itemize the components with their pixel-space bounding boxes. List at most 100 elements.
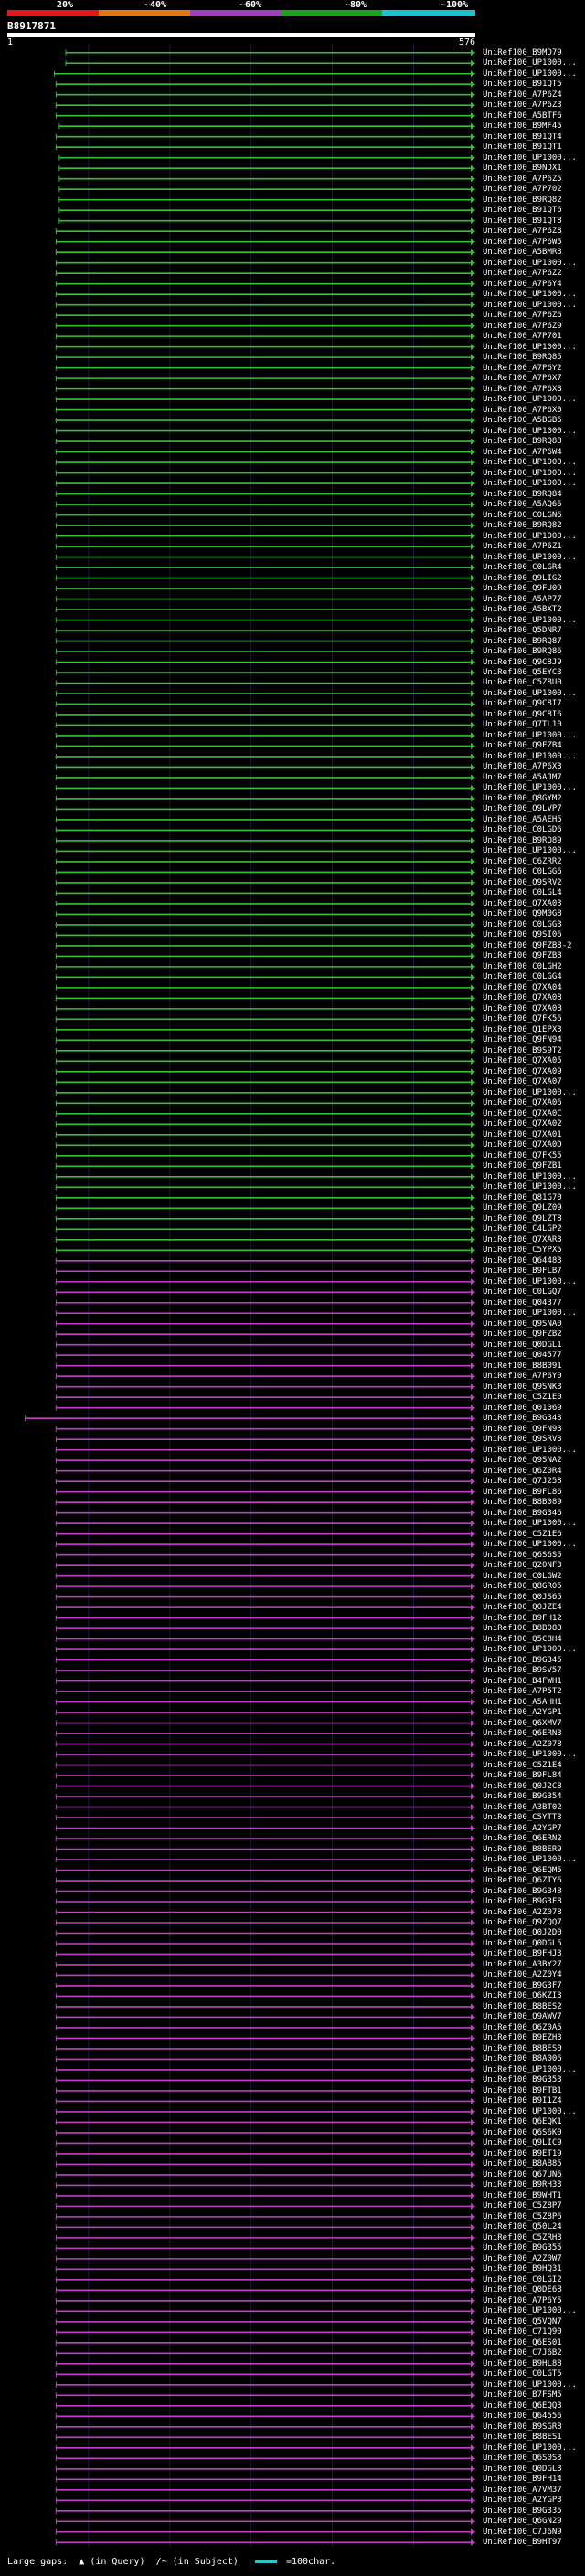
- hit-label-236[interactable]: UniRef100_C7J6N9: [483, 2527, 562, 2537]
- hit-label-140[interactable]: UniRef100_UP1000...: [483, 1519, 577, 1529]
- hit-label-7[interactable]: UniRef100_B9MF45: [483, 122, 562, 132]
- hit-label-153[interactable]: UniRef100_B9G345: [483, 1655, 562, 1665]
- hit-label-76[interactable]: UniRef100_UP1000...: [483, 846, 577, 856]
- hit-label-41[interactable]: UniRef100_UP1000...: [483, 479, 577, 489]
- hit-label-113[interactable]: UniRef100_Q7XAR3: [483, 1235, 562, 1245]
- hit-label-119[interactable]: UniRef100_Q04377: [483, 1298, 562, 1308]
- hit-label-103[interactable]: UniRef100_Q7XA01: [483, 1129, 562, 1140]
- hit-label-102[interactable]: UniRef100_Q7XA02: [483, 1119, 562, 1129]
- hit-label-228[interactable]: UniRef100_UP1000...: [483, 2443, 577, 2453]
- hit-label-175[interactable]: UniRef100_B9G348: [483, 1886, 562, 1896]
- hit-label-223[interactable]: UniRef100_B7FSM5: [483, 2390, 562, 2401]
- hit-label-186[interactable]: UniRef100_B8BES2: [483, 2001, 562, 2011]
- hit-label-147[interactable]: UniRef100_Q0JS65: [483, 1592, 562, 1602]
- hit-label-19[interactable]: UniRef100_A5BMR8: [483, 248, 562, 258]
- hit-label-9[interactable]: UniRef100_B91QT1: [483, 143, 562, 153]
- hit-label-154[interactable]: UniRef100_B9SV57: [483, 1666, 562, 1676]
- hit-label-93[interactable]: UniRef100_Q1EPX3: [483, 1024, 562, 1034]
- hit-label-97[interactable]: UniRef100_Q7XA09: [483, 1066, 562, 1076]
- hit-label-66[interactable]: UniRef100_Q9FZB4: [483, 741, 562, 751]
- hit-label-149[interactable]: UniRef100_B9FH12: [483, 1613, 562, 1623]
- hit-label-4[interactable]: UniRef100_A7P6Z4: [483, 90, 562, 100]
- hit-label-189[interactable]: UniRef100_B9EZH3: [483, 2033, 562, 2043]
- hit-label-10[interactable]: UniRef100_UP1000...: [483, 153, 577, 163]
- hit-label-11[interactable]: UniRef100_B9NDX1: [483, 164, 562, 174]
- hit-label-235[interactable]: UniRef100_Q6GN29: [483, 2517, 562, 2527]
- hit-label-204[interactable]: UniRef100_B9WHT1: [483, 2190, 562, 2200]
- hit-label-85[interactable]: UniRef100_Q9FZB8-2: [483, 940, 572, 950]
- hit-label-55[interactable]: UniRef100_Q5DNR7: [483, 626, 562, 636]
- hit-label-82[interactable]: UniRef100_Q9M0G8: [483, 909, 562, 919]
- hit-label-209[interactable]: UniRef100_B9G355: [483, 2243, 562, 2253]
- hit-label-84[interactable]: UniRef100_Q9SI06: [483, 930, 562, 940]
- hit-label-112[interactable]: UniRef100_C4LGP2: [483, 1224, 562, 1235]
- hit-label-106[interactable]: UniRef100_Q9FZB1: [483, 1161, 562, 1171]
- hit-label-118[interactable]: UniRef100_C0LGQ7: [483, 1288, 562, 1298]
- hit-label-152[interactable]: UniRef100_UP1000...: [483, 1645, 577, 1655]
- hit-label-70[interactable]: UniRef100_UP1000...: [483, 783, 577, 793]
- hit-label-79[interactable]: UniRef100_Q9SRV2: [483, 877, 562, 887]
- hit-label-33[interactable]: UniRef100_UP1000...: [483, 395, 577, 405]
- hit-label-68[interactable]: UniRef100_A7P6X3: [483, 762, 562, 772]
- hit-label-208[interactable]: UniRef100_C5ZRH3: [483, 2232, 562, 2242]
- hit-label-136[interactable]: UniRef100_Q7J258: [483, 1477, 562, 1487]
- hit-label-179[interactable]: UniRef100_Q0J2D0: [483, 1928, 562, 1938]
- hit-label-2[interactable]: UniRef100_UP1000...: [483, 69, 577, 79]
- hit-label-159[interactable]: UniRef100_Q6XMV7: [483, 1718, 562, 1728]
- hit-label-139[interactable]: UniRef100_B9G346: [483, 1508, 562, 1518]
- hit-label-56[interactable]: UniRef100_B9RQ87: [483, 636, 562, 646]
- hit-label-75[interactable]: UniRef100_B9RQ89: [483, 835, 562, 845]
- hit-label-205[interactable]: UniRef100_C5Z8P7: [483, 2201, 562, 2211]
- hit-label-193[interactable]: UniRef100_B9G353: [483, 2075, 562, 2085]
- hit-label-108[interactable]: UniRef100_UP1000...: [483, 1182, 577, 1193]
- hit-label-52[interactable]: UniRef100_A5AP77: [483, 594, 562, 604]
- hit-label-181[interactable]: UniRef100_B9FHJ3: [483, 1949, 562, 1959]
- hit-label-100[interactable]: UniRef100_Q7XA06: [483, 1098, 562, 1108]
- hit-label-176[interactable]: UniRef100_B9G3F8: [483, 1897, 562, 1906]
- hit-label-151[interactable]: UniRef100_Q5C8H4: [483, 1634, 562, 1644]
- hit-label-43[interactable]: UniRef100_A5AQ66: [483, 500, 562, 510]
- hit-label-72[interactable]: UniRef100_Q9LVP7: [483, 804, 562, 814]
- hit-label-53[interactable]: UniRef100_A5BXT2: [483, 605, 562, 615]
- hit-label-148[interactable]: UniRef100_Q0JZE4: [483, 1603, 562, 1613]
- hit-label-44[interactable]: UniRef100_C0LGN6: [483, 510, 562, 520]
- hit-label-16[interactable]: UniRef100_B91QT8: [483, 216, 562, 226]
- hit-label-125[interactable]: UniRef100_B8B091: [483, 1361, 562, 1371]
- hit-label-67[interactable]: UniRef100_UP1000...: [483, 751, 577, 761]
- hit-label-80[interactable]: UniRef100_C0LGL4: [483, 888, 562, 898]
- hit-label-170[interactable]: UniRef100_Q6ERN2: [483, 1834, 562, 1844]
- hit-label-92[interactable]: UniRef100_Q7FK56: [483, 1014, 562, 1024]
- hit-label-165[interactable]: UniRef100_Q0J2C8: [483, 1781, 562, 1791]
- hit-label-111[interactable]: UniRef100_Q9LZT8: [483, 1214, 562, 1224]
- hit-label-198[interactable]: UniRef100_Q6S6K0: [483, 2127, 562, 2137]
- hit-label-18[interactable]: UniRef100_A7P6W5: [483, 237, 562, 247]
- hit-label-81[interactable]: UniRef100_Q7XA03: [483, 898, 562, 908]
- hit-label-86[interactable]: UniRef100_Q9FZB8: [483, 951, 562, 961]
- hit-label-194[interactable]: UniRef100_B9FTB1: [483, 2085, 562, 2095]
- hit-label-31[interactable]: UniRef100_A7P6X7: [483, 374, 562, 384]
- hit-label-29[interactable]: UniRef100_B9RQ85: [483, 353, 562, 363]
- hit-label-104[interactable]: UniRef100_Q7XA0D: [483, 1140, 562, 1150]
- hit-label-115[interactable]: UniRef100_Q64483: [483, 1256, 562, 1266]
- hit-label-160[interactable]: UniRef100_Q6ERN3: [483, 1729, 562, 1739]
- hit-label-225[interactable]: UniRef100_Q64556: [483, 2412, 562, 2422]
- hit-label-164[interactable]: UniRef100_B9FL84: [483, 1771, 562, 1781]
- hit-label-191[interactable]: UniRef100_B8A006: [483, 2054, 562, 2064]
- hit-label-127[interactable]: UniRef100_Q9SNK3: [483, 1382, 562, 1392]
- hit-label-177[interactable]: UniRef100_A2Z078: [483, 1907, 562, 1917]
- hit-label-114[interactable]: UniRef100_C5YPX5: [483, 1246, 562, 1256]
- hit-label-207[interactable]: UniRef100_Q50L24: [483, 2222, 562, 2232]
- hit-label-216[interactable]: UniRef100_Q5VQN7: [483, 2316, 562, 2327]
- hit-label-74[interactable]: UniRef100_C0LGD6: [483, 825, 562, 835]
- hit-label-35[interactable]: UniRef100_A5BGB6: [483, 416, 562, 426]
- hit-label-58[interactable]: UniRef100_Q9C8J9: [483, 657, 562, 667]
- hit-label-187[interactable]: UniRef100_Q9AWV7: [483, 2012, 562, 2022]
- hit-label-39[interactable]: UniRef100_UP1000...: [483, 458, 577, 468]
- hit-label-37[interactable]: UniRef100_B9RQ88: [483, 437, 562, 447]
- hit-label-69[interactable]: UniRef100_A5AJM7: [483, 772, 562, 782]
- hit-label-199[interactable]: UniRef100_Q9LIC9: [483, 2138, 562, 2148]
- hit-label-32[interactable]: UniRef100_A7P6X8: [483, 384, 562, 394]
- hit-label-183[interactable]: UniRef100_A2Z0Y4: [483, 1970, 562, 1980]
- hit-label-134[interactable]: UniRef100_Q9SNA2: [483, 1456, 562, 1466]
- hit-label-230[interactable]: UniRef100_Q0DGL3: [483, 2464, 562, 2474]
